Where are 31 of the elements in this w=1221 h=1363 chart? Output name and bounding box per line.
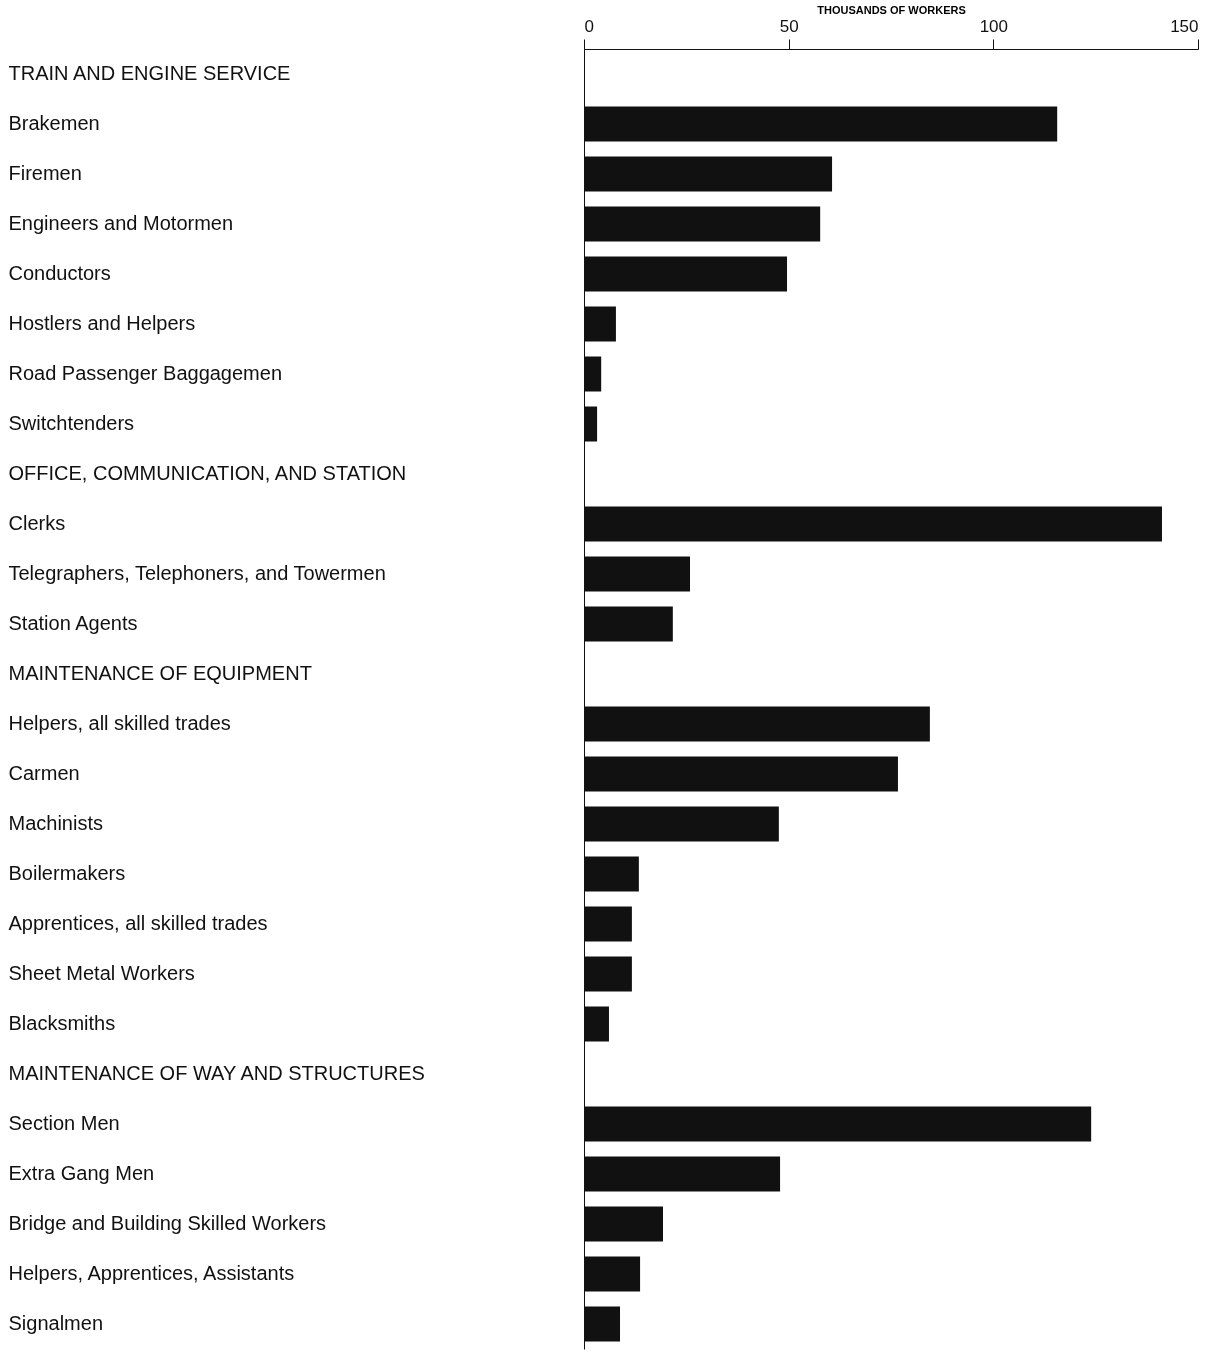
y-tick-label: Firemen bbox=[8, 162, 82, 184]
y-tick-label: Brakemen bbox=[8, 112, 100, 134]
y-tick-label: Telegraphers, Telephoners, and Towermen bbox=[8, 562, 386, 584]
x-tick-label: 100 bbox=[979, 16, 1009, 36]
y-tick-label: Signalmen bbox=[8, 1312, 104, 1334]
y-tick-label: MAINTENANCE OF WAY AND STRUCTURES bbox=[8, 1062, 425, 1084]
y-tick-label: TRAIN AND ENGINE SERVICE bbox=[8, 62, 291, 84]
y-tick-label: Hostlers and Helpers bbox=[8, 312, 196, 334]
y-tick-label: Sheet Metal Workers bbox=[8, 962, 195, 984]
y-tick-label: Bridge and Building Skilled Workers bbox=[8, 1212, 327, 1234]
x-tick-label: 50 bbox=[779, 16, 799, 36]
y-tick-label: OFFICE, COMMUNICATION, AND STATION bbox=[8, 462, 407, 484]
y-tick-label: Conductors bbox=[8, 262, 111, 284]
x-tick-label: 150 bbox=[1170, 16, 1199, 36]
y-tick-label: Machinists bbox=[8, 812, 103, 834]
x-axis-title: THOUSANDS OF WORKERS bbox=[817, 3, 966, 16]
y-tick-label: Helpers, Apprentices, Assistants bbox=[8, 1262, 295, 1284]
y-tick-label: Boilermakers bbox=[8, 862, 126, 884]
x-tick-label: 0 bbox=[584, 16, 594, 36]
y-tick-label: Section Men bbox=[8, 1112, 120, 1134]
y-tick-label: Apprentices, all skilled trades bbox=[8, 912, 268, 934]
y-tick-label: Switchtenders bbox=[8, 412, 135, 434]
y-tick-label: Station Agents bbox=[8, 612, 138, 634]
y-tick-label: Helpers, all skilled trades bbox=[8, 712, 231, 734]
y-tick-label: Road Passenger Baggagemen bbox=[8, 362, 283, 384]
y-tick-label: MAINTENANCE OF EQUIPMENT bbox=[8, 662, 312, 684]
y-tick-label: Carmen bbox=[8, 762, 80, 784]
y-tick-label: Blacksmiths bbox=[8, 1012, 116, 1034]
y-tick-label: Clerks bbox=[8, 512, 66, 534]
y-tick-label: Extra Gang Men bbox=[8, 1162, 155, 1184]
y-tick-label: Engineers and Motormen bbox=[8, 212, 234, 234]
